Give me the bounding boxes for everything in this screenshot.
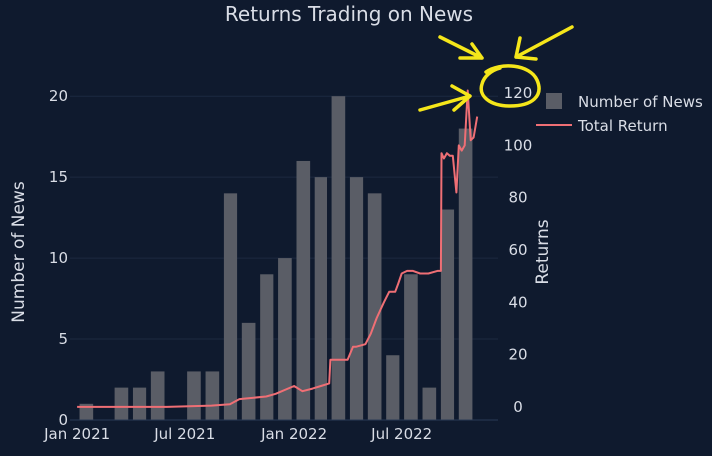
- x-tick-label: Jan 2022: [260, 425, 327, 443]
- right-tick-label: 120: [504, 84, 533, 102]
- bar: [404, 274, 418, 420]
- bar: [386, 355, 400, 420]
- annotation-circle: [479, 64, 541, 108]
- bar: [367, 193, 382, 420]
- bar: [349, 177, 364, 420]
- annotation-arrow-top-right: [514, 25, 574, 61]
- right-axis-title: Returns: [533, 219, 553, 284]
- line-series: [77, 89, 479, 408]
- left-tick-label: 20: [49, 87, 68, 105]
- bar: [205, 371, 220, 420]
- bar: [331, 96, 346, 420]
- left-axis-title: Number of News: [9, 181, 29, 323]
- bar: [150, 371, 165, 420]
- x-tick-label: Jul 2022: [370, 425, 432, 443]
- right-axis-ticks: 0 20 40 60 80 100 120: [504, 84, 533, 416]
- bar-series: [79, 96, 473, 421]
- legend-swatch-bars: [546, 93, 562, 109]
- legend-label-line: Total Return: [577, 117, 668, 135]
- right-tick-label: 60: [508, 241, 527, 259]
- bar: [223, 193, 238, 420]
- right-tick-label: 0: [513, 398, 523, 416]
- right-tick-label: 20: [508, 346, 527, 364]
- annotation-arrow-top-left: [438, 35, 484, 60]
- right-tick-label: 100: [504, 136, 533, 154]
- annotation-arrow-left: [418, 84, 472, 112]
- total-return-line: [77, 89, 479, 408]
- x-tick-label: Jul 2021: [153, 425, 215, 443]
- bar: [296, 160, 311, 420]
- bar: [114, 387, 129, 420]
- bar: [314, 177, 328, 420]
- legend[interactable]: Number of News Total Return: [536, 93, 703, 135]
- legend-label-bars: Number of News: [578, 93, 703, 111]
- bar: [260, 274, 274, 420]
- bar: [278, 258, 292, 420]
- left-axis-ticks: 0 5 10 15 20: [49, 87, 68, 429]
- bar: [422, 387, 437, 420]
- chart-title: Returns Trading on News: [225, 2, 473, 26]
- right-tick-label: 80: [508, 189, 527, 207]
- left-tick-label: 0: [58, 411, 68, 429]
- annotation: [418, 25, 574, 112]
- left-tick-label: 5: [58, 330, 68, 348]
- x-tick-label: Jan 2021: [43, 425, 110, 443]
- bar: [241, 322, 256, 420]
- left-tick-label: 15: [49, 168, 68, 186]
- bar: [440, 209, 455, 420]
- bar: [458, 128, 473, 421]
- bar: [187, 371, 201, 420]
- right-tick-label: 40: [508, 293, 527, 311]
- bar: [132, 387, 147, 420]
- x-axis-ticks: Jan 2021 Jul 2021 Jan 2022 Jul 2022: [43, 425, 432, 443]
- left-tick-label: 10: [49, 249, 68, 267]
